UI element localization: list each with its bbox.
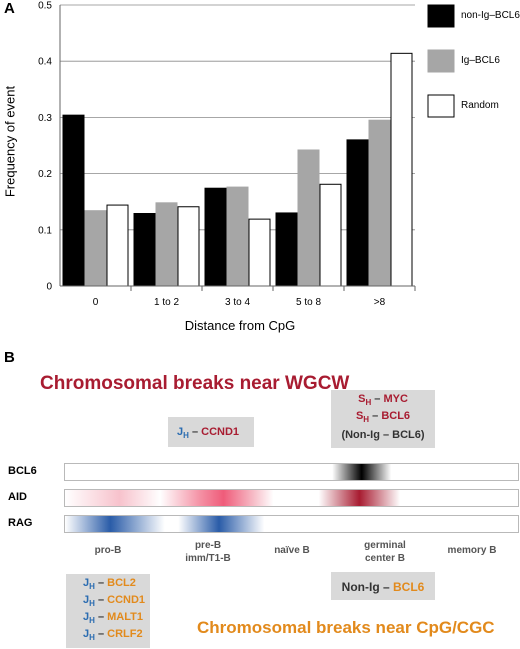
x-tick-label: 1 to 2 (154, 297, 179, 308)
bars (62, 52, 413, 287)
legend-swatch-random (427, 94, 455, 118)
y-tick-label: 0.3 (38, 113, 52, 124)
stage-naive-b: naïve B (274, 545, 310, 556)
legend-swatch-non-ig-bcl6 (427, 4, 455, 28)
bar-2-3 (319, 183, 342, 287)
x-tick-label: >8 (374, 297, 386, 308)
legend-label-non-ig-bcl6: non-Ig–BCL6 (461, 10, 520, 21)
track-label-aid: AID (8, 491, 27, 503)
x-tick-label: 3 to 4 (225, 297, 250, 308)
title-breaks-wgcw: Chromosomal breaks near WGCW (40, 373, 350, 394)
stage-pro-b: pro-B (94, 545, 122, 556)
track-rag (64, 515, 519, 533)
non-ig-bcl6-note: (Non-Ig – BCL6) (341, 429, 425, 441)
y-tick-label: 0.2 (38, 169, 52, 180)
stage-germinal-center-b: germinal center B (364, 540, 406, 564)
bar-0-4 (346, 139, 369, 287)
tick-labels: 0 0.1 0.2 0.3 0.4 0.5 0 1 to 2 3 to 4 5 to 8 >8 (38, 1, 416, 308)
gene-myc: MYC (383, 393, 408, 405)
bar-chart: 0 0.1 0.2 0.3 0.4 0.5 0 1 to 2 3 to 4 5 to 8 >8 (38, 1, 455, 308)
gene-bcl6: BCL6 (381, 410, 411, 422)
legend-label-random: Random (461, 100, 499, 111)
bar-0-3 (275, 212, 298, 287)
x-tick-label: 5 to 8 (296, 297, 321, 308)
panel-a-letter: A (4, 0, 15, 17)
legend-label-ig-bcl6: Ig–BCL6 (461, 55, 500, 66)
track-label-bcl6: BCL6 (8, 465, 37, 477)
y-tick-label: 0.5 (38, 1, 52, 12)
bar-2-4 (390, 52, 413, 287)
bar-0-2 (204, 187, 227, 287)
fusion-box-sh: SH – MYC SH – BCL6 (Non-Ig – BCL6) (331, 390, 435, 448)
track-label-rag: RAG (8, 517, 33, 529)
y-axis-title: Frequency of event (2, 85, 18, 198)
x-axis-title: Distance from CpG (184, 318, 296, 333)
fusion-box-non-ig-bcl6: Non-Ig – BCL6 (331, 572, 435, 600)
jh-label: J (177, 426, 184, 438)
stage-memory-b: memory B (447, 545, 497, 556)
gene-bcl2: BCL2 (107, 577, 136, 589)
track-bcl6 (64, 463, 519, 481)
panel-b-letter: B (4, 349, 15, 366)
bar-2-1 (177, 206, 200, 287)
y-tick-label: 0.1 (38, 225, 52, 236)
gene-bcl6-bottom: BCL6 (392, 580, 425, 594)
bar-2-0 (106, 204, 129, 287)
bar-1-3 (297, 149, 320, 287)
bar-2-2 (248, 218, 271, 287)
bar-1-4 (368, 119, 391, 287)
gene-ccnd1: CCND1 (201, 426, 240, 438)
stage-pre-b: pre-B imm/T1-B (185, 540, 231, 564)
y-tick-label: 0 (46, 282, 52, 293)
gene-malt1: MALT1 (107, 611, 143, 623)
bar-1-1 (155, 202, 178, 287)
fusion-box-jh-list: JH – BCL2 JH – CCND1 JH – MALT1 JH – CRL… (66, 574, 150, 648)
legend-swatch-ig-bcl6 (427, 49, 455, 73)
fusion-box-jh-ccnd1: JH – CCND1 (168, 417, 254, 447)
gene-crlf2: CRLF2 (107, 628, 143, 640)
bar-0-1 (133, 213, 156, 287)
y-tick-label: 0.4 (38, 57, 52, 68)
bar-0-0 (62, 114, 85, 287)
track-aid (64, 489, 519, 507)
bar-1-2 (226, 186, 249, 287)
x-tick-label: 0 (93, 297, 99, 308)
gene-ccnd1-bottom: CCND1 (107, 594, 146, 606)
bar-1-0 (84, 210, 107, 287)
title-breaks-cpg: Chromosomal breaks near CpG/CGC (197, 618, 495, 637)
